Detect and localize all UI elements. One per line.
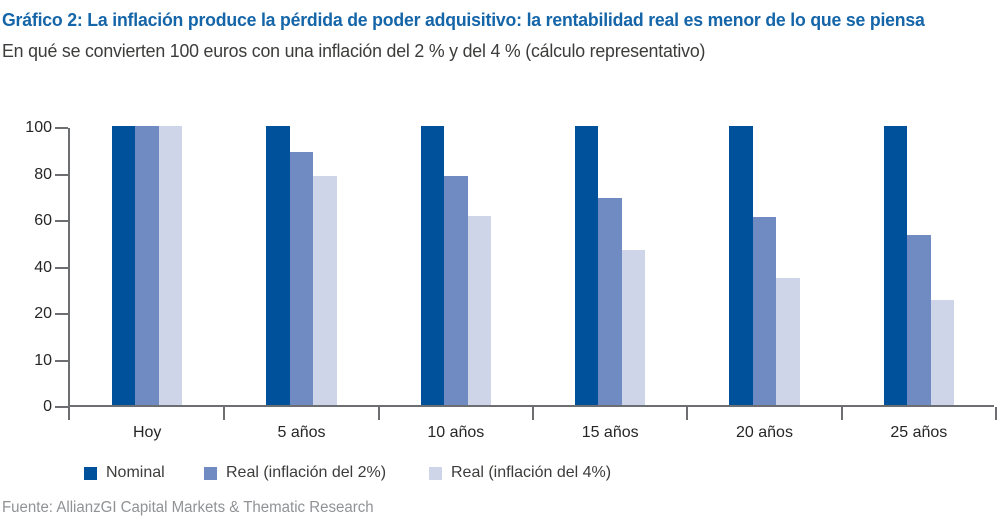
y-axis-tick-label: 20	[34, 305, 52, 322]
y-axis-tick-label: 100	[25, 119, 52, 136]
y-axis-tick	[55, 313, 68, 315]
bar-real-2pct	[135, 126, 159, 405]
bar-nominal	[729, 126, 753, 405]
x-axis-category-tick	[532, 407, 534, 420]
legend-item: Real (inflación del 2%)	[204, 464, 386, 482]
legend-label: Real (inflación del 2%)	[226, 464, 387, 481]
bar-nominal	[266, 126, 290, 405]
x-axis-category-label: 15 años	[581, 424, 639, 441]
bar-real-2pct	[598, 197, 622, 405]
legend-label: Nominal	[106, 464, 165, 481]
x-axis-category-tick	[686, 407, 689, 420]
bar-group	[266, 126, 337, 405]
legend-item: Nominal	[84, 464, 165, 482]
x-axis-category-tick	[377, 407, 380, 420]
bar-group	[112, 126, 183, 405]
legend-label: Real (inflación del 4%)	[451, 464, 612, 481]
y-axis-tick	[55, 173, 68, 176]
y-axis-tick-label: 40	[34, 258, 52, 276]
y-axis-tick-label: 10	[34, 351, 52, 369]
y-axis-tick	[55, 127, 68, 129]
bar-real-4pct	[158, 126, 183, 405]
legend-swatch	[84, 466, 97, 480]
x-axis-category-label: 25 años	[890, 424, 948, 441]
bar-group	[729, 126, 800, 405]
bar-nominal	[420, 126, 445, 405]
bar-nominal	[883, 126, 908, 405]
bar-group	[883, 126, 954, 405]
y-axis-tick-label: 60	[34, 212, 52, 229]
bar-real-4pct	[776, 277, 800, 405]
plot-area: 100 80 60 40 20 10 0 Hoy 5 años 10 años 15 años 20 …	[25, 119, 997, 441]
y-axis-tick	[55, 266, 68, 269]
chart-legend: Nominal Real (inflación del 2%) Real (infl…	[0, 464, 1008, 484]
y-axis-tick	[55, 406, 68, 408]
y-axis-tick-label: 80	[34, 165, 52, 183]
bar-group	[420, 126, 491, 405]
legend-swatch	[204, 466, 217, 480]
bar-real-2pct	[907, 234, 931, 405]
bar-real-4pct	[467, 216, 491, 405]
legend-swatch	[429, 466, 442, 480]
x-axis-category-label: Hoy	[132, 424, 162, 441]
x-axis-category-tick	[995, 407, 997, 420]
bar-real-2pct	[444, 176, 468, 405]
bar-real-4pct	[313, 175, 337, 405]
chart-subtitle: En qué se convierten 100 euros con una i…	[2, 40, 706, 61]
y-axis-tick	[55, 359, 68, 362]
bar-real-2pct	[289, 152, 314, 405]
chart-title: Gráfico 2: La inflación produce la pérdi…	[2, 9, 925, 30]
x-axis-category-tick	[840, 407, 843, 420]
x-axis-left-tick	[68, 407, 70, 420]
x-axis-category-label: 10 años	[427, 424, 485, 441]
y-axis-tick	[55, 220, 68, 222]
x-axis-category-tick	[223, 407, 226, 420]
x-axis-category-label: 5 años	[277, 424, 326, 441]
y-axis-tick-label: 0	[43, 398, 52, 415]
bar-real-2pct	[752, 217, 777, 405]
bar-real-4pct	[930, 300, 954, 405]
x-axis-category-label: 20 años	[736, 424, 793, 441]
legend-item: Real (inflación del 4%)	[429, 464, 611, 482]
bar-real-4pct	[621, 250, 646, 405]
bar-nominal	[112, 126, 136, 405]
bar-group	[575, 126, 646, 405]
source-note: Fuente: AllianzGI Capital Markets & Them…	[2, 499, 374, 516]
bar-nominal	[575, 126, 599, 405]
